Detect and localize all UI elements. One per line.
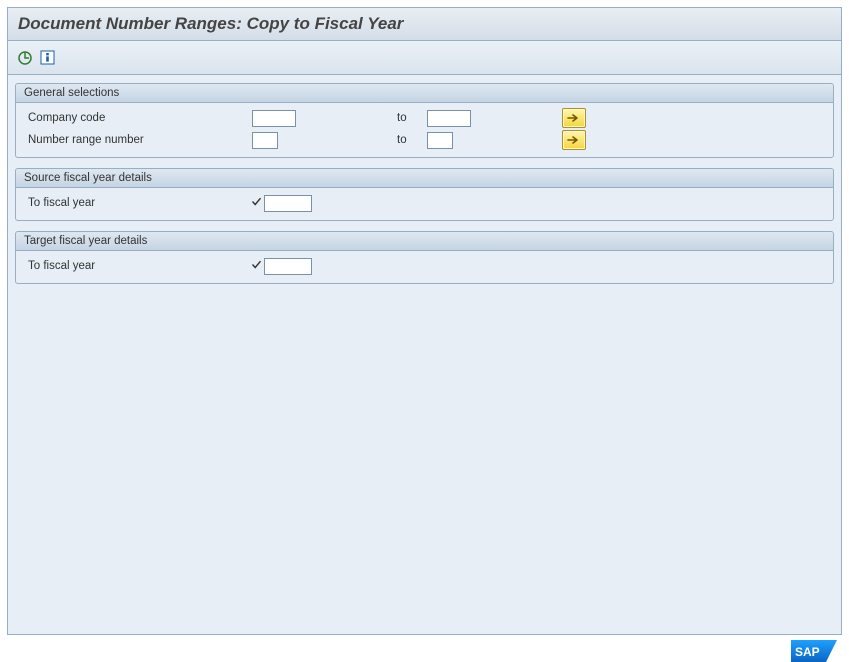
target-to-fiscal-year-input[interactable] bbox=[264, 258, 312, 275]
row-company-code: Company code to bbox=[24, 107, 825, 129]
footer: SAP bbox=[791, 640, 837, 662]
required-check-icon bbox=[251, 259, 262, 273]
content-area: General selections Company code to bbox=[7, 75, 842, 635]
multiple-selection-number-range-button[interactable] bbox=[562, 130, 586, 150]
group-body-source: To fiscal year bbox=[16, 188, 833, 220]
multiple-selection-company-button[interactable] bbox=[562, 108, 586, 128]
info-icon[interactable] bbox=[38, 49, 56, 67]
page-title: Document Number Ranges: Copy to Fiscal Y… bbox=[18, 14, 403, 34]
label-target-to-fiscal-year: To fiscal year bbox=[24, 260, 252, 272]
required-check-icon bbox=[251, 196, 262, 210]
row-source-to-fiscal-year: To fiscal year bbox=[24, 192, 825, 214]
row-number-range: Number range number to bbox=[24, 129, 825, 151]
group-general-selections: General selections Company code to bbox=[15, 83, 834, 158]
app-frame: Document Number Ranges: Copy to Fiscal Y… bbox=[0, 7, 849, 662]
label-to-company: to bbox=[397, 112, 427, 124]
label-to-number-range: to bbox=[397, 134, 427, 146]
toolbar bbox=[7, 41, 842, 75]
sap-logo: SAP bbox=[791, 640, 837, 662]
number-range-from-input[interactable] bbox=[252, 132, 278, 149]
group-header-source: Source fiscal year details bbox=[16, 169, 833, 188]
group-source-fiscal-year: Source fiscal year details To fiscal yea… bbox=[15, 168, 834, 221]
company-code-from-input[interactable] bbox=[252, 110, 296, 127]
number-range-to-input[interactable] bbox=[427, 132, 453, 149]
group-target-fiscal-year: Target fiscal year details To fiscal yea… bbox=[15, 231, 834, 284]
group-header-target: Target fiscal year details bbox=[16, 232, 833, 251]
label-company-code: Company code bbox=[24, 112, 252, 124]
svg-text:SAP: SAP bbox=[795, 645, 820, 659]
title-bar: Document Number Ranges: Copy to Fiscal Y… bbox=[7, 7, 842, 41]
source-to-fiscal-year-input[interactable] bbox=[264, 195, 312, 212]
company-code-to-input[interactable] bbox=[427, 110, 471, 127]
group-body-target: To fiscal year bbox=[16, 251, 833, 283]
label-number-range: Number range number bbox=[24, 134, 252, 146]
group-header-general: General selections bbox=[16, 84, 833, 103]
label-source-to-fiscal-year: To fiscal year bbox=[24, 197, 252, 209]
group-body-general: Company code to bbox=[16, 103, 833, 157]
execute-icon[interactable] bbox=[16, 49, 34, 67]
row-target-to-fiscal-year: To fiscal year bbox=[24, 255, 825, 277]
